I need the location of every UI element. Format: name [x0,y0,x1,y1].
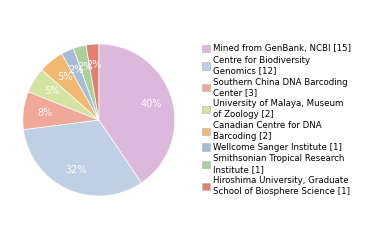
Wedge shape [23,92,99,130]
Text: 40%: 40% [141,99,162,109]
Wedge shape [42,54,99,120]
Wedge shape [62,48,99,120]
Legend: Mined from GenBank, NCBI [15], Centre for Biodiversity
Genomics [12], Southern C: Mined from GenBank, NCBI [15], Centre fo… [202,44,351,196]
Wedge shape [86,44,99,120]
Text: 32%: 32% [65,165,87,175]
Text: 2%: 2% [68,65,84,75]
Text: 5%: 5% [57,72,72,82]
Wedge shape [73,45,99,120]
Wedge shape [28,70,99,120]
Text: 2%: 2% [77,62,93,72]
Text: 5%: 5% [44,86,60,96]
Text: 8%: 8% [37,108,52,118]
Wedge shape [24,120,141,196]
Wedge shape [99,44,175,183]
Text: 2%: 2% [87,60,102,71]
